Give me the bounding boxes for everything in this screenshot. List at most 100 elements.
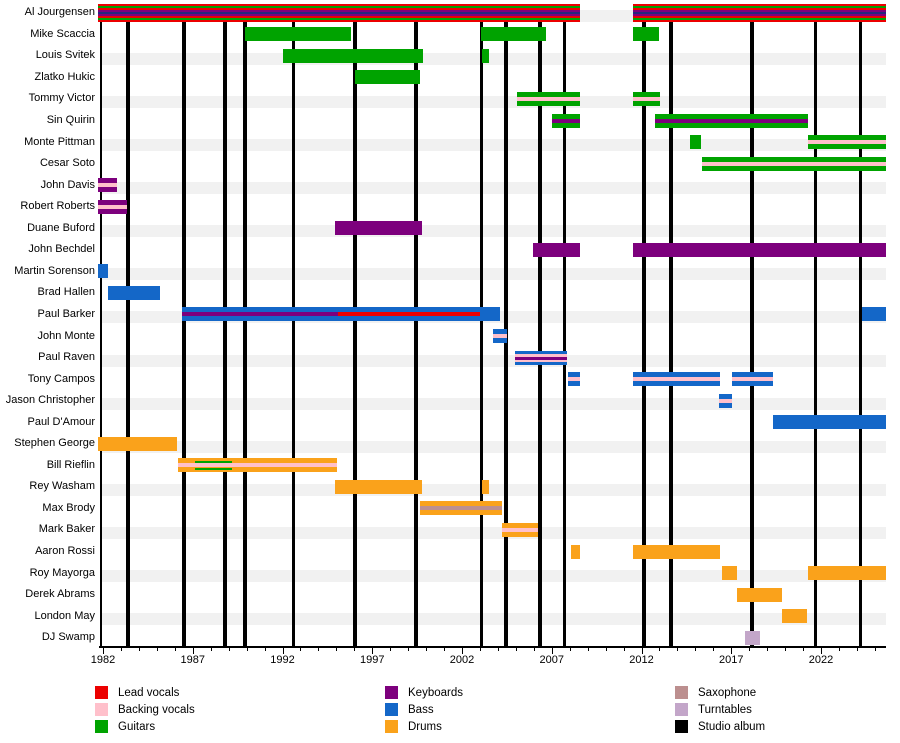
instrument-stripe: [514, 353, 567, 357]
instrument-stripe: [181, 312, 339, 317]
row-band: [100, 613, 886, 626]
row-band: [100, 139, 886, 152]
timeline-bar: [722, 566, 737, 581]
timeline-bar: [571, 544, 581, 559]
member-label: Aaron Rossi: [35, 545, 95, 558]
timeline-bar: [282, 48, 423, 63]
member-label: Paul Raven: [38, 351, 95, 364]
instrument-stripe: [732, 377, 773, 382]
studio-album-line: [642, 4, 646, 646]
member-label: DJ Swamp: [41, 631, 95, 644]
major-tick: [551, 647, 553, 654]
instrument-stripe: [632, 96, 661, 101]
x-tick-label: 2022: [808, 654, 834, 666]
row-band: [100, 526, 886, 539]
x-tick-label: 2007: [539, 654, 564, 666]
minor-tick: [120, 647, 122, 651]
timeline-bar: [772, 415, 886, 430]
minor-tick: [803, 647, 805, 651]
major-tick: [462, 647, 463, 654]
studio-album-line: [858, 4, 863, 646]
timeline-bar: [632, 242, 886, 257]
minor-tick: [874, 647, 876, 651]
minor-tick: [444, 647, 446, 651]
minor-tick: [426, 647, 428, 651]
member-label: Zlatko Hukic: [34, 70, 95, 83]
timeline-bar: [689, 135, 701, 150]
member-label: Rey Washam: [29, 480, 95, 493]
timeline-bar: [744, 630, 760, 645]
minor-tick: [677, 647, 679, 651]
member-label: Cesar Soto: [39, 157, 95, 170]
studio-album-line: [182, 4, 186, 646]
instrument-stripe: [632, 17, 886, 20]
timeline-bar: [334, 479, 422, 494]
member-label: Paul D'Amour: [27, 415, 95, 428]
timeline-bar: [355, 70, 420, 85]
instrument-stripe: [632, 11, 886, 14]
instrument-stripe: [502, 527, 539, 532]
studio-album-line: [538, 4, 542, 646]
member-label: London May: [34, 609, 95, 622]
instrument-stripe: [97, 11, 581, 14]
minor-tick: [138, 647, 140, 651]
timeline-bar: [736, 587, 782, 602]
x-tick-label: 1982: [90, 654, 116, 666]
timeline-bar: [481, 479, 489, 494]
studio-album-line: [126, 4, 130, 646]
member-label: Stephen George: [14, 437, 95, 450]
member-label: Paul Barker: [37, 307, 95, 320]
minor-tick: [515, 647, 517, 651]
timeline-bar: [108, 285, 161, 300]
instrument-stripe: [632, 9, 886, 12]
minor-tick: [713, 647, 715, 651]
legend-label-backing: Backing vocals: [118, 704, 195, 716]
studio-album-line: [223, 4, 227, 646]
instrument-stripe: [194, 460, 233, 463]
studio-album-line: [243, 4, 247, 646]
major-tick: [641, 647, 643, 654]
studio-album-line: [414, 4, 418, 646]
minor-tick: [408, 647, 410, 651]
minor-tick: [785, 647, 787, 651]
instrument-stripe: [514, 359, 567, 362]
studio-album-line: [291, 4, 296, 646]
minor-tick: [659, 647, 661, 651]
member-label: Martin Sorenson: [14, 264, 95, 277]
minor-tick: [318, 647, 320, 651]
minor-tick: [533, 647, 535, 651]
member-label: Sin Quirin: [46, 114, 95, 127]
instrument-stripe: [194, 467, 233, 470]
member-label: John Monte: [37, 329, 95, 342]
legend-swatch-guitars: [95, 720, 108, 733]
member-label: Al Jourgensen: [24, 6, 95, 19]
minor-tick: [587, 647, 589, 651]
member-label: Louis Svitek: [35, 49, 95, 62]
instrument-stripe: [567, 377, 581, 382]
legend-label-guitars: Guitars: [118, 721, 156, 733]
member-label: Max Brody: [42, 501, 95, 514]
legend-swatch-lead: [95, 686, 108, 699]
instrument-stripe: [419, 506, 503, 511]
plot-left-border: [99, 4, 102, 646]
major-tick: [282, 647, 284, 654]
legend-swatch-backing: [95, 703, 108, 716]
minor-tick: [336, 647, 338, 651]
minor-tick: [767, 647, 769, 651]
minor-tick: [695, 647, 697, 651]
minor-tick: [605, 647, 607, 651]
studio-album-line: [813, 4, 818, 646]
minor-tick: [856, 647, 858, 651]
legend-swatch-bass: [385, 703, 398, 716]
studio-album-line: [750, 4, 754, 646]
timeline-bar: [632, 27, 659, 42]
minor-tick: [156, 647, 158, 651]
member-label: Bill Rieflin: [46, 458, 95, 471]
legend-label-turntables: Turntables: [698, 704, 752, 716]
timeline-bar: [480, 27, 547, 42]
row-band: [100, 354, 886, 367]
minor-tick: [210, 647, 212, 651]
timeline-bar: [334, 221, 422, 236]
timeline-bar: [632, 544, 721, 559]
member-label: Robert Roberts: [20, 200, 95, 213]
